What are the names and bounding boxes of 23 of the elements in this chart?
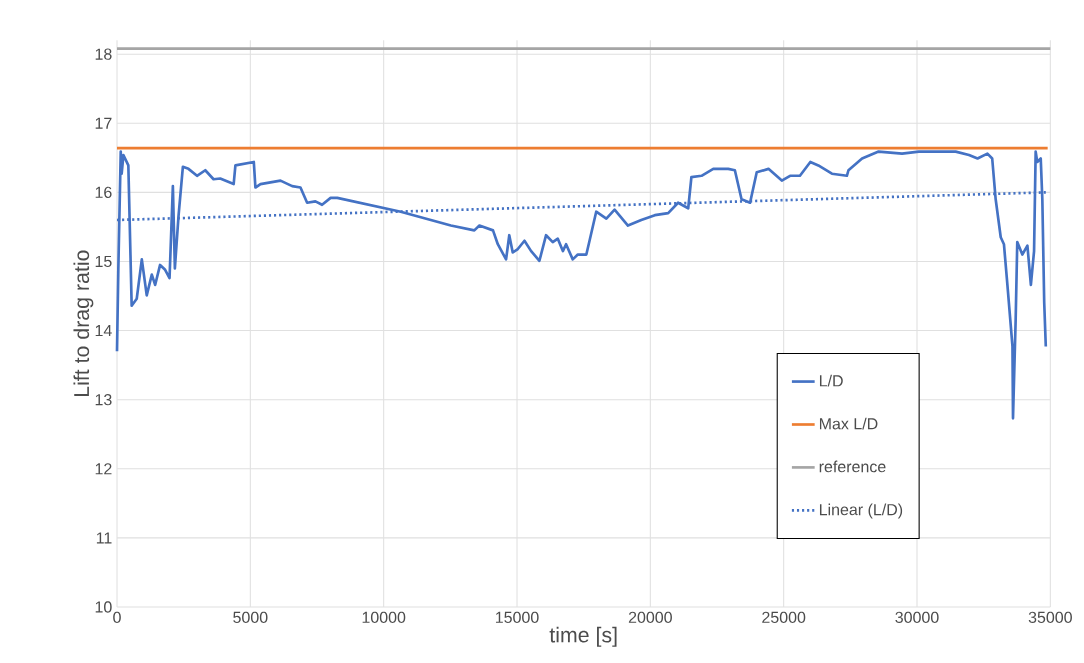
x-tick-label: 5000 <box>233 611 268 624</box>
x-tick-label: 10000 <box>362 611 406 624</box>
legend-label: L/D <box>819 374 843 387</box>
x-axis-title: time [s] <box>549 626 617 647</box>
y-tick-label: 17 <box>95 117 112 129</box>
y-tick-label: 11 <box>96 532 112 544</box>
y-tick-label: 13 <box>95 394 112 406</box>
legend-label: reference <box>819 460 886 473</box>
legend-label: Max L/D <box>819 417 878 430</box>
y-tick-label: 10 <box>95 601 112 613</box>
x-tick-label: 15000 <box>495 611 539 624</box>
y-tick-label: 12 <box>95 463 112 475</box>
y-tick-label: 14 <box>95 325 112 337</box>
legend-label: Linear (L/D) <box>819 503 903 519</box>
y-tick-label: 15 <box>95 255 112 268</box>
x-tick-label: 30000 <box>895 611 939 624</box>
y-tick-label: 18 <box>95 48 112 60</box>
y-tick-label: 16 <box>95 186 112 199</box>
x-tick-label: 35000 <box>1028 611 1072 624</box>
x-tick-label: 20000 <box>628 611 672 624</box>
x-tick-label: 0 <box>113 611 121 624</box>
x-tick-label: 25000 <box>762 611 806 624</box>
y-axis-title: Lift to drag ratio <box>73 250 94 397</box>
